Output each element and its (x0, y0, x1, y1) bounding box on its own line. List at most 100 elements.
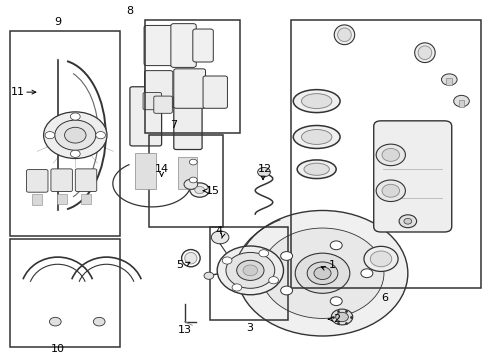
Text: 11: 11 (11, 87, 25, 97)
Circle shape (183, 179, 197, 189)
Bar (135, 153, 156, 189)
Circle shape (375, 144, 405, 166)
Circle shape (280, 252, 292, 260)
Bar (446, 78, 451, 85)
Circle shape (194, 186, 204, 194)
FancyBboxPatch shape (203, 76, 227, 108)
Circle shape (258, 250, 268, 257)
Circle shape (360, 269, 372, 278)
Circle shape (64, 127, 86, 143)
Ellipse shape (297, 160, 335, 179)
FancyBboxPatch shape (144, 26, 174, 66)
Circle shape (189, 183, 209, 197)
Circle shape (189, 159, 197, 165)
Ellipse shape (301, 130, 331, 144)
Circle shape (93, 318, 105, 326)
Circle shape (49, 318, 61, 326)
Circle shape (441, 74, 456, 85)
Circle shape (329, 241, 342, 250)
Text: 5: 5 (176, 260, 183, 270)
Bar (290, 21, 480, 288)
Circle shape (236, 260, 264, 280)
Ellipse shape (293, 90, 339, 113)
Circle shape (211, 231, 228, 244)
Circle shape (375, 180, 405, 202)
Bar (144, 21, 239, 134)
Bar (81, 194, 91, 204)
Circle shape (363, 246, 397, 271)
Text: 12: 12 (257, 163, 271, 174)
Circle shape (280, 286, 292, 295)
Bar (210, 226, 288, 320)
Bar (57, 194, 66, 204)
Text: 8: 8 (126, 6, 133, 16)
Text: 7: 7 (170, 121, 177, 130)
Circle shape (369, 251, 391, 267)
Circle shape (232, 284, 242, 291)
Circle shape (222, 257, 231, 264)
Ellipse shape (304, 163, 329, 175)
Circle shape (330, 309, 352, 325)
FancyBboxPatch shape (144, 71, 172, 108)
Circle shape (55, 120, 96, 150)
Circle shape (225, 252, 274, 288)
Text: 3: 3 (245, 323, 252, 333)
Ellipse shape (337, 28, 350, 41)
Text: 4: 4 (215, 226, 222, 236)
Circle shape (295, 253, 349, 293)
Ellipse shape (293, 126, 339, 148)
Circle shape (243, 265, 257, 276)
Bar (32, 194, 42, 205)
Text: 14: 14 (154, 163, 168, 174)
Ellipse shape (184, 252, 197, 264)
Circle shape (203, 272, 213, 279)
Circle shape (237, 211, 407, 336)
Circle shape (403, 219, 411, 224)
Text: 15: 15 (205, 186, 219, 196)
Text: 6: 6 (381, 293, 387, 303)
Bar (458, 100, 464, 107)
Bar (10, 239, 120, 347)
FancyBboxPatch shape (192, 29, 213, 62)
Circle shape (96, 132, 105, 139)
Circle shape (306, 262, 337, 284)
Circle shape (257, 167, 270, 177)
Ellipse shape (333, 25, 354, 45)
Ellipse shape (417, 46, 431, 59)
Circle shape (381, 184, 399, 197)
FancyBboxPatch shape (143, 93, 161, 110)
Circle shape (381, 148, 399, 161)
Circle shape (43, 112, 107, 158)
FancyBboxPatch shape (75, 169, 97, 192)
Circle shape (189, 177, 197, 183)
Circle shape (217, 246, 283, 295)
FancyBboxPatch shape (130, 87, 161, 146)
Ellipse shape (301, 94, 331, 109)
Text: 2: 2 (333, 314, 340, 324)
Circle shape (453, 95, 468, 107)
FancyBboxPatch shape (154, 96, 172, 113)
Text: 9: 9 (55, 17, 61, 27)
Text: 10: 10 (51, 344, 65, 354)
FancyBboxPatch shape (373, 121, 451, 232)
Circle shape (45, 132, 55, 139)
Ellipse shape (414, 43, 434, 63)
FancyBboxPatch shape (173, 96, 202, 149)
Circle shape (398, 215, 416, 228)
FancyBboxPatch shape (170, 24, 196, 67)
Bar (10, 31, 120, 235)
Bar (178, 157, 196, 189)
Circle shape (268, 276, 278, 284)
Circle shape (261, 228, 383, 319)
Bar (149, 135, 222, 226)
Circle shape (313, 267, 330, 279)
Text: 13: 13 (178, 325, 192, 335)
Text: 1: 1 (328, 260, 335, 270)
Circle shape (70, 113, 80, 120)
FancyBboxPatch shape (51, 169, 72, 192)
FancyBboxPatch shape (173, 69, 205, 108)
Circle shape (335, 312, 347, 321)
FancyBboxPatch shape (26, 170, 48, 192)
Circle shape (70, 150, 80, 157)
Circle shape (329, 297, 342, 306)
